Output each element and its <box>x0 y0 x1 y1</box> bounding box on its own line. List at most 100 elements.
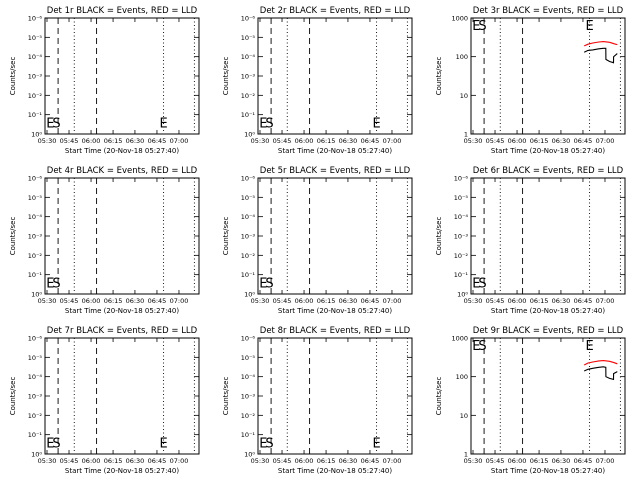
y-tick-label: 10⁰ <box>31 291 42 299</box>
det-panel-4 <box>44 177 200 295</box>
x-tick-label: 05:30 <box>38 297 57 305</box>
y-tick-label: 10⁰ <box>244 291 255 299</box>
y-tick-label: 10⁻⁴ <box>241 213 256 221</box>
x-tick-label: 05:45 <box>60 137 79 145</box>
end-marker: E <box>472 19 480 34</box>
x-tick-label: 05:30 <box>251 137 270 145</box>
y-tick-label: 10⁻² <box>241 92 256 100</box>
x-tick-label: 06:15 <box>530 457 549 465</box>
x-tick-label: 06:00 <box>295 457 314 465</box>
y-tick-label: 1000 <box>451 15 468 23</box>
x-tick-label: 06:15 <box>317 137 336 145</box>
y-axis-label: Counts/sec <box>435 57 443 96</box>
x-tick-label: 06:00 <box>295 297 314 305</box>
y-tick-label: 10 <box>460 92 468 100</box>
x-tick-label: 06:45 <box>361 137 380 145</box>
panel-title: Det 4r BLACK = Events, RED = LLD <box>47 166 198 176</box>
x-tick-label: 05:30 <box>251 297 270 305</box>
x-tick-label: 06:45 <box>148 137 167 145</box>
y-tick-label: 10⁻² <box>28 412 43 420</box>
y-tick-label: 10⁻³ <box>454 233 469 241</box>
y-tick-label: 10⁻⁴ <box>241 373 256 381</box>
end-marker: E <box>159 436 167 451</box>
y-tick-label: 10⁻² <box>28 252 43 260</box>
start-marker: S <box>265 276 273 291</box>
det-panel-3 <box>470 17 626 135</box>
start-marker: S <box>265 436 273 451</box>
end-marker: E <box>46 436 54 451</box>
x-axis-label: Start Time (20-Nov-18 05:27:40) <box>491 307 605 315</box>
y-tick-label: 10⁻⁶ <box>28 15 43 23</box>
x-tick-label: 06:30 <box>126 457 145 465</box>
y-tick-label: 10⁻⁵ <box>28 34 43 42</box>
x-axis-label: Start Time (20-Nov-18 05:27:40) <box>491 467 605 475</box>
y-axis-label: Counts/sec <box>222 377 230 416</box>
y-tick-label: 10⁻¹ <box>454 271 469 279</box>
x-tick-label: 07:00 <box>170 137 189 145</box>
y-axis-label: Counts/sec <box>222 217 230 256</box>
x-tick-label: 05:45 <box>273 457 292 465</box>
plot-frame <box>44 17 200 135</box>
y-tick-label: 10⁻⁴ <box>28 213 43 221</box>
x-axis-label: Start Time (20-Nov-18 05:27:40) <box>65 147 179 155</box>
start-marker: S <box>52 436 60 451</box>
y-tick-label: 10⁻⁶ <box>241 15 256 23</box>
y-tick-label: 10⁻⁶ <box>241 175 256 183</box>
panel-title: Det 9r BLACK = Events, RED = LLD <box>473 326 624 336</box>
x-tick-label: 06:00 <box>82 137 101 145</box>
x-axis-label: Start Time (20-Nov-18 05:27:40) <box>278 307 392 315</box>
events-line <box>583 47 618 64</box>
end-marker: E <box>585 19 593 34</box>
x-tick-label: 06:15 <box>104 297 123 305</box>
end-marker: E <box>259 116 267 131</box>
x-tick-label: 05:30 <box>464 297 483 305</box>
start-marker: S <box>52 116 60 131</box>
x-tick-label: 06:15 <box>104 137 123 145</box>
y-tick-label: 10⁻³ <box>28 393 43 401</box>
x-tick-label: 06:30 <box>339 137 358 145</box>
x-tick-label: 06:45 <box>361 457 380 465</box>
panel-title: Det 5r BLACK = Events, RED = LLD <box>260 166 411 176</box>
x-tick-label: 06:00 <box>508 457 527 465</box>
y-tick-label: 10⁻¹ <box>241 431 256 439</box>
end-marker: E <box>46 276 54 291</box>
y-tick-label: 10⁻¹ <box>28 271 43 279</box>
y-tick-label: 10⁻² <box>241 252 256 260</box>
y-tick-label: 10⁻⁵ <box>241 354 256 362</box>
x-tick-label: 07:00 <box>383 457 402 465</box>
panel-title: Det 2r BLACK = Events, RED = LLD <box>260 6 411 16</box>
x-tick-label: 06:15 <box>530 137 549 145</box>
x-tick-label: 06:30 <box>552 297 571 305</box>
x-tick-label: 06:15 <box>317 297 336 305</box>
x-tick-label: 05:30 <box>464 457 483 465</box>
y-axis-label: Counts/sec <box>435 377 443 416</box>
y-tick-label: 1 <box>464 131 468 139</box>
det-panel-7 <box>44 337 200 455</box>
y-tick-label: 100 <box>456 53 468 61</box>
end-marker: E <box>372 436 380 451</box>
y-tick-label: 10⁻³ <box>241 73 256 81</box>
plot-frame <box>44 337 200 455</box>
y-tick-label: 10⁻³ <box>241 233 256 241</box>
y-axis-label: Counts/sec <box>222 57 230 96</box>
end-marker: E <box>259 436 267 451</box>
x-tick-label: 05:45 <box>273 137 292 145</box>
plot-frame <box>470 17 626 135</box>
y-tick-label: 10⁻⁴ <box>28 373 43 381</box>
y-tick-label: 10⁰ <box>31 131 42 139</box>
plot-frame <box>257 17 413 135</box>
x-tick-label: 05:30 <box>464 137 483 145</box>
start-marker: S <box>478 339 486 354</box>
det-panel-9 <box>470 337 626 455</box>
plot-frame <box>257 337 413 455</box>
x-tick-label: 06:00 <box>82 297 101 305</box>
y-axis-label: Counts/sec <box>9 217 17 256</box>
x-tick-label: 05:45 <box>486 457 505 465</box>
x-tick-label: 06:00 <box>508 137 527 145</box>
panel-title: Det 1r BLACK = Events, RED = LLD <box>47 6 198 16</box>
y-tick-label: 10⁻² <box>241 412 256 420</box>
y-tick-label: 10⁰ <box>244 131 255 139</box>
x-tick-label: 05:45 <box>486 297 505 305</box>
end-marker: E <box>259 276 267 291</box>
y-tick-label: 10⁻¹ <box>28 431 43 439</box>
